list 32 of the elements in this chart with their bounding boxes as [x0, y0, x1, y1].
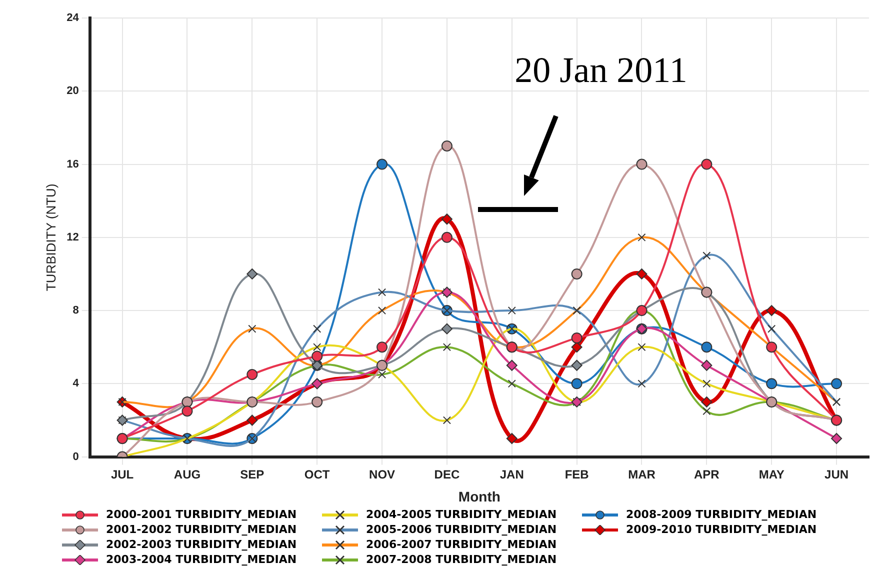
legend-label: 2008-2009 TURBIDITY_MEDIAN [625, 507, 818, 522]
x-tick-label: SEP [240, 467, 264, 482]
legend-label: 2009-2010 TURBIDITY_MEDIAN [625, 522, 818, 537]
x-tick-label: OCT [304, 467, 330, 482]
x-axis-title: Month [458, 488, 500, 504]
legend-label: 2000-2001 TURBIDITY_MEDIAN [105, 507, 298, 522]
x-tick-label: APR [694, 467, 720, 482]
legend-label: 2001-2002 TURBIDITY_MEDIAN [105, 522, 298, 537]
legend-label: 2005-2006 TURBIDITY_MEDIAN [365, 522, 558, 537]
y-tick-label: 24 [66, 12, 80, 24]
y-tick-label: 16 [66, 158, 79, 170]
annotation: 20 Jan 2011 [514, 50, 688, 90]
x-tick-label: JUL [110, 467, 134, 482]
y-tick-label: 20 [66, 85, 79, 98]
x-tick-label: JUN [824, 467, 849, 482]
x-tick-label: FEB [564, 467, 590, 482]
legend-label: 2004-2005 TURBIDITY_MEDIAN [365, 507, 558, 522]
legend-label: 2002-2003 TURBIDITY_MEDIAN [105, 537, 298, 552]
legend-label: 2006-2007 TURBIDITY_MEDIAN [365, 537, 558, 552]
x-tick-label: MAY [758, 467, 784, 482]
legend-label: 2007-2008 TURBIDITY_MEDIAN [365, 552, 558, 567]
x-tick-label: AUG [174, 467, 201, 482]
y-tick-label: 4 [72, 378, 80, 390]
y-axis-title: TURBIDITY (NTU) [43, 184, 58, 292]
y-tick-label: 8 [72, 304, 79, 317]
y-tick-label: 12 [66, 231, 79, 244]
legend-label: 2003-2004 TURBIDITY_MEDIAN [105, 552, 298, 567]
x-tick-label: MAR [628, 467, 656, 482]
x-tick-label: DEC [434, 467, 460, 482]
x-tick-label: JAN [500, 467, 524, 482]
y-tick-label: 0 [72, 450, 79, 463]
x-tick-label: NOV [369, 467, 396, 482]
